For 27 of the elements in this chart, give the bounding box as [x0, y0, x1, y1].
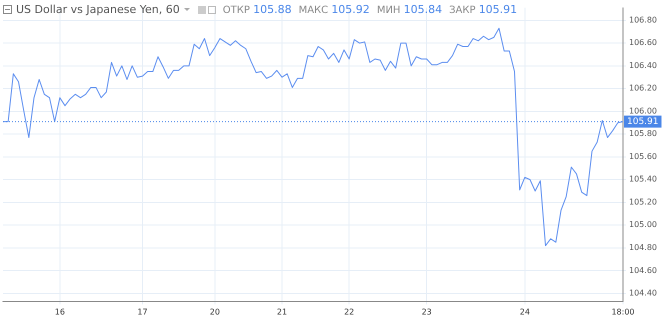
ref-line-label: 105.91 [627, 116, 658, 127]
y-tick-label: 106.80 [629, 15, 657, 24]
x-tick-label: 22 [344, 307, 354, 316]
x-tick-label: 16 [54, 307, 65, 316]
y-tick-label: 104.40 [629, 288, 657, 298]
y-tick-label: 106.60 [629, 38, 657, 48]
x-tick-label: 20 [210, 307, 220, 316]
x-tick-label: 21 [276, 307, 288, 316]
y-tick-label: 106.40 [629, 60, 657, 70]
y-tick-label: 106.20 [629, 84, 657, 93]
y-tick-label: 104.60 [629, 266, 657, 275]
x-tick-label: 18:00 [611, 307, 635, 316]
y-tick-label: 105.00 [629, 220, 657, 230]
y-tick-label: 105.80 [629, 129, 657, 138]
x-tick-label: 23 [422, 307, 432, 316]
y-tick-label: 105.60 [629, 152, 657, 161]
annotation: МИН 105.84 [376, 3, 442, 16]
y-tick-label: 106.00 [629, 106, 657, 116]
y-tick-label: 105.40 [629, 174, 657, 184]
annotation: ОТКР 105.88 [222, 3, 292, 16]
x-tick-label: 17 [137, 307, 148, 316]
y-tick-label: 104.80 [629, 242, 657, 252]
annotation: ЗАКР 105.91 [449, 3, 518, 16]
annotation: МАКС 105.92 [298, 3, 370, 16]
chart-title: US Dollar vs Japanese Yen, 60 [16, 3, 180, 16]
y-tick-label: 105.20 [629, 197, 657, 206]
x-tick-label: 24 [520, 307, 530, 316]
